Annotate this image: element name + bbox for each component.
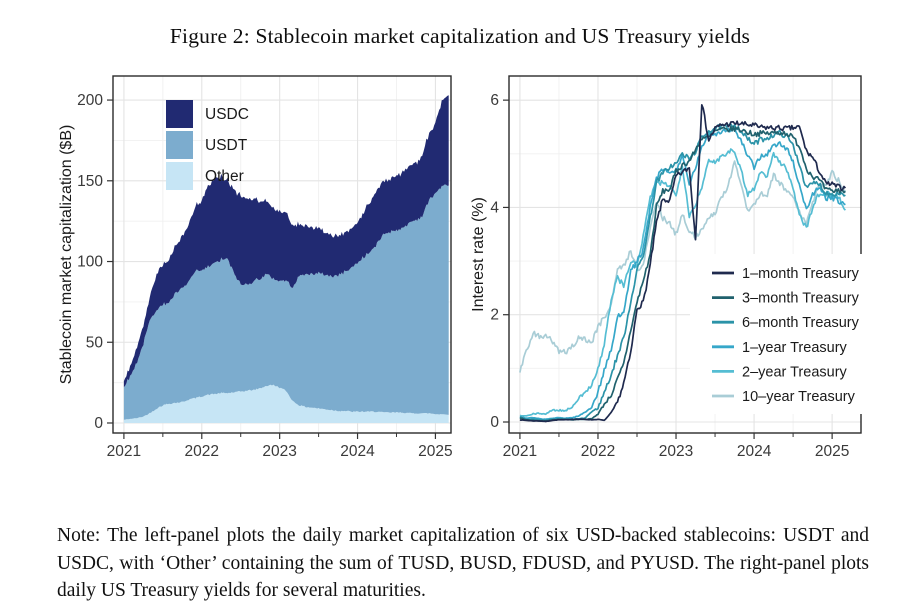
legend-background bbox=[690, 254, 872, 414]
legend-label-3-month-treasury: 3–month Treasury bbox=[742, 291, 860, 307]
line-series bbox=[519, 104, 847, 423]
panel-border bbox=[112, 75, 452, 434]
tick-labels: 2021 2022 2023 2024 2025 0 50 100 150 200 bbox=[77, 92, 453, 460]
left-y-axis-label: Stablecoin market capitalization ($B) bbox=[58, 124, 75, 385]
legend-label-1-year-treasury: 1–year Treasury bbox=[742, 340, 848, 356]
line-1-month-treasury bbox=[519, 104, 847, 423]
legend-label-usdt: USDT bbox=[205, 137, 248, 154]
svg-text:2023: 2023 bbox=[659, 443, 693, 460]
legend-swatch-other bbox=[166, 162, 193, 190]
svg-text:0: 0 bbox=[94, 415, 103, 432]
legend-label-10-year-treasury: 10–year Treasury bbox=[742, 389, 856, 405]
svg-text:2024: 2024 bbox=[340, 443, 375, 460]
legend-label-other: Other bbox=[205, 168, 244, 185]
svg-text:50: 50 bbox=[86, 334, 104, 351]
area-series bbox=[123, 95, 449, 423]
svg-text:2: 2 bbox=[490, 307, 499, 324]
svg-text:2022: 2022 bbox=[185, 443, 219, 460]
line-10-year-treasury bbox=[519, 160, 846, 373]
legend-swatch-usdc bbox=[166, 100, 193, 128]
svg-text:2022: 2022 bbox=[581, 443, 615, 460]
legend-label-usdc: USDC bbox=[205, 106, 249, 123]
axis-ticks bbox=[503, 99, 833, 439]
figure-note: Note: The left-panel plots the daily mar… bbox=[57, 525, 869, 602]
svg-text:2023: 2023 bbox=[262, 443, 296, 460]
area-other bbox=[123, 384, 449, 423]
svg-text:4: 4 bbox=[490, 199, 499, 216]
svg-text:2021: 2021 bbox=[503, 443, 537, 460]
area-usdc bbox=[123, 95, 449, 388]
figure-title: Figure 2: Stablecoin market capitalizati… bbox=[169, 24, 751, 48]
legend-label-2-year-treasury: 2–year Treasury bbox=[742, 364, 848, 380]
legend-swatch-usdt bbox=[166, 131, 193, 159]
svg-text:0: 0 bbox=[490, 414, 499, 431]
svg-text:200: 200 bbox=[77, 92, 103, 109]
svg-text:100: 100 bbox=[77, 254, 103, 271]
axis-ticks bbox=[107, 99, 437, 439]
legend-label-1-month-treasury: 1–month Treasury bbox=[742, 266, 860, 282]
svg-text:2025: 2025 bbox=[815, 443, 849, 460]
right-y-axis-label: Interest rate (%) bbox=[470, 197, 487, 312]
right-legend: 1–month Treasury 3–month Treasury 6–month … bbox=[690, 254, 872, 414]
svg-text:150: 150 bbox=[77, 173, 103, 190]
area-usdt bbox=[123, 184, 449, 420]
legend-label-6-month-treasury: 6–month Treasury bbox=[742, 315, 860, 331]
svg-text:2025: 2025 bbox=[418, 443, 452, 460]
left-legend: USDC USDT Other bbox=[166, 100, 249, 190]
tick-labels: 2021 2022 2023 2024 2025 0 2 4 6 bbox=[490, 92, 849, 460]
svg-text:2021: 2021 bbox=[107, 443, 141, 460]
svg-text:2024: 2024 bbox=[737, 443, 772, 460]
svg-text:6: 6 bbox=[490, 92, 499, 109]
